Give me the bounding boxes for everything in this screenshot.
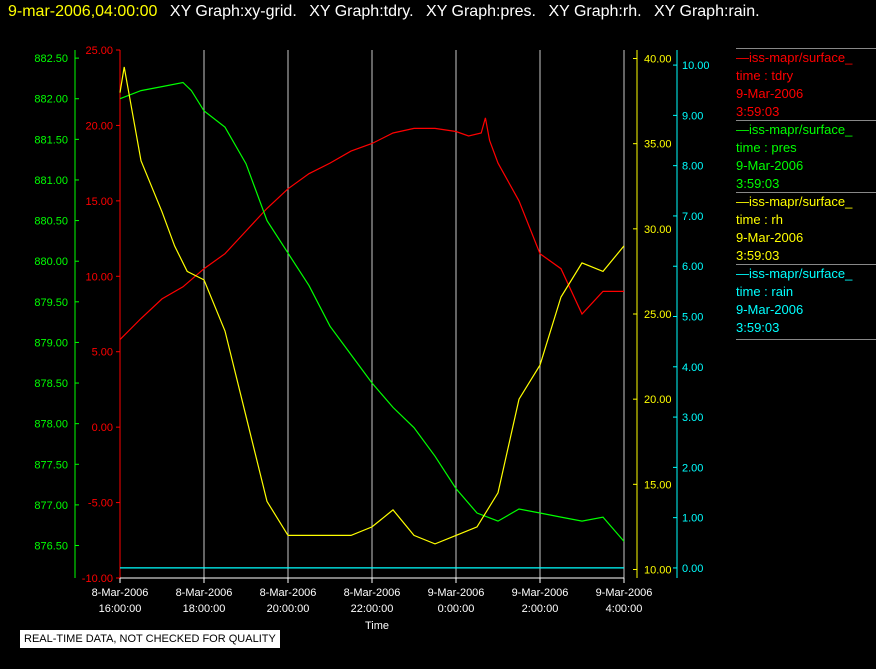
x-tick-label-date: 9-Mar-2006 [428, 587, 485, 599]
x-tick-label-time: 16:00:00 [99, 603, 142, 615]
legend-pres-source: —iss-mapr/surface_ [736, 122, 853, 137]
legend-rain-var: time : rain [736, 284, 794, 299]
legend-rh-var: time : rh [736, 212, 783, 227]
legend-rain-date: 9-Mar-2006 [736, 302, 804, 317]
pres-tick-label: 877.00 [34, 500, 68, 512]
x-tick-label-date: 8-Mar-2006 [176, 587, 233, 599]
rain-tick-label: 3.00 [682, 412, 703, 424]
x-tick-label-date: 8-Mar-2006 [92, 587, 149, 599]
x-tick-label-date: 8-Mar-2006 [260, 587, 317, 599]
rain-tick-label: 5.00 [682, 312, 703, 324]
tdry-tick-label: 15.00 [85, 196, 113, 208]
graph-title-xy-grid[interactable]: XY Graph:xy-grid. [169, 3, 297, 20]
x-tick-label-time: 0:00:00 [438, 603, 475, 615]
legend-rain-source: —iss-mapr/surface_ [736, 266, 853, 281]
series-line-rh [119, 66, 625, 545]
pres-tick-label: 879.50 [34, 297, 68, 309]
rh-tick-label: 35.00 [644, 139, 672, 151]
tdry-tick-label: 20.00 [85, 120, 113, 132]
pres-tick-label: 880.50 [34, 216, 68, 228]
series-line-tdry [119, 117, 624, 341]
legend-rh-date: 9-Mar-2006 [736, 230, 804, 245]
pres-tick-label: 879.00 [34, 337, 68, 349]
legend-rh-source: —iss-mapr/surface_ [736, 194, 853, 209]
x-tick-label-date: 8-Mar-2006 [344, 587, 401, 599]
graph-title-rh[interactable]: XY Graph:rh. [548, 3, 642, 20]
rain-tick-label: 1.00 [682, 513, 703, 525]
tdry-tick-label: 0.00 [92, 422, 113, 434]
pres-tick-label: 881.50 [34, 134, 68, 146]
rh-tick-label: 30.00 [644, 224, 672, 236]
x-tick-label-date: 9-Mar-2006 [512, 587, 569, 599]
pres-tick-label: 878.00 [34, 419, 68, 431]
series-line-pres [119, 81, 625, 542]
tdry-tick-label: 5.00 [92, 347, 113, 359]
legend-tdry-time: 3:59:03 [736, 104, 780, 119]
legend-rain-time: 3:59:03 [736, 320, 780, 335]
x-tick-label-time: 22:00:00 [351, 603, 394, 615]
legend-tdry-source: —iss-mapr/surface_ [736, 50, 853, 65]
pres-tick-label: 881.00 [34, 175, 68, 187]
tdry-tick-label: 25.00 [85, 45, 113, 57]
rh-tick-label: 40.00 [644, 54, 672, 66]
rh-tick-label: 20.00 [644, 394, 672, 406]
rh-tick-label: 15.00 [644, 479, 672, 491]
legend-rh: —iss-mapr/surface_ time : rh 9-Mar-2006 … [736, 192, 876, 265]
legend-rh-time: 3:59:03 [736, 248, 780, 263]
graph-title-rain[interactable]: XY Graph:rain. [654, 3, 760, 20]
pres-tick-label: 882.00 [34, 94, 68, 106]
tdry-tick-label: -5.00 [88, 498, 113, 510]
pres-tick-label: 877.50 [34, 459, 68, 471]
rh-tick-label: 25.00 [644, 309, 672, 321]
rain-tick-label: 10.00 [682, 60, 710, 72]
graph-title-pres[interactable]: XY Graph:pres. [426, 3, 536, 20]
legend-tdry-var: time : tdry [736, 68, 794, 83]
tdry-tick-label: -10.00 [82, 573, 113, 585]
pres-tick-label: 876.50 [34, 541, 68, 553]
rh-tick-label: 10.00 [644, 564, 672, 576]
legend-pres-date: 9-Mar-2006 [736, 158, 804, 173]
legend-tdry-date: 9-Mar-2006 [736, 86, 804, 101]
legend-pres-time: 3:59:03 [736, 176, 780, 191]
tdry-tick-label: 10.00 [85, 271, 113, 283]
rain-tick-label: 9.00 [682, 110, 703, 122]
pres-tick-label: 878.50 [34, 378, 68, 390]
rain-tick-label: 8.00 [682, 161, 703, 173]
quality-warning-note: REAL-TIME DATA, NOT CHECKED FOR QUALITY [20, 630, 280, 648]
x-tick-label-time: 20:00:00 [267, 603, 310, 615]
graph-header: 9-mar-2006,04:00:00 XY Graph:xy-grid. XY… [8, 3, 760, 21]
graph-title-tdry[interactable]: XY Graph:tdry. [309, 3, 414, 20]
x-axis-label: Time [365, 620, 389, 632]
x-tick-label-date: 9-Mar-2006 [596, 587, 653, 599]
rain-tick-label: 4.00 [682, 362, 703, 374]
legend-rain: —iss-mapr/surface_ time : rain 9-Mar-200… [736, 264, 876, 340]
legend-pres-var: time : pres [736, 140, 797, 155]
legend-pres: —iss-mapr/surface_ time : pres 9-Mar-200… [736, 120, 876, 193]
pres-tick-label: 880.00 [34, 256, 68, 268]
rain-tick-label: 2.00 [682, 462, 703, 474]
rain-tick-label: 6.00 [682, 261, 703, 273]
pres-tick-label: 882.50 [34, 53, 68, 65]
x-tick-label-time: 4:00:00 [606, 603, 643, 615]
legend-tdry: —iss-mapr/surface_ time : tdry 9-Mar-200… [736, 48, 876, 121]
x-tick-label-time: 2:00:00 [522, 603, 559, 615]
x-tick-label-time: 18:00:00 [183, 603, 226, 615]
rain-tick-label: 0.00 [682, 563, 703, 575]
rain-tick-label: 7.00 [682, 211, 703, 223]
timestamp-label: 9-mar-2006,04:00:00 [8, 3, 158, 20]
